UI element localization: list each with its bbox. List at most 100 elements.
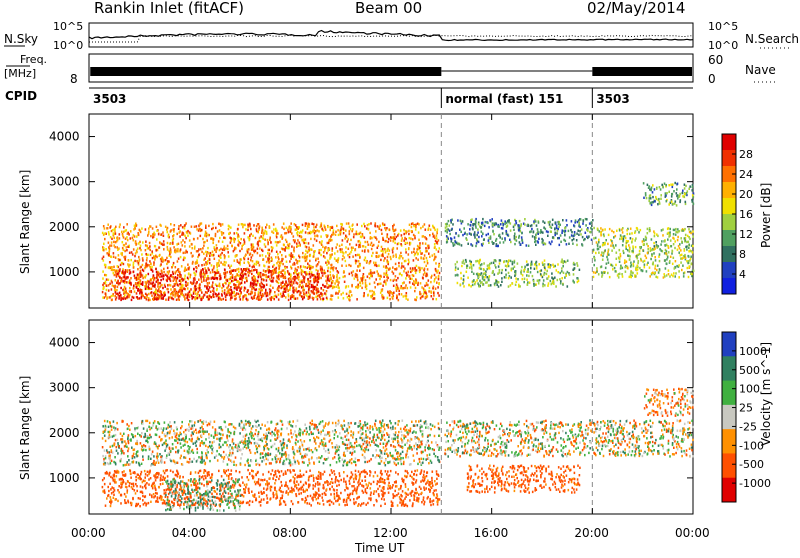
heatmap-cell (516, 281, 518, 283)
heatmap-cell (672, 203, 674, 205)
heatmap-cell (212, 281, 214, 283)
heatmap-cell (252, 254, 254, 256)
heatmap-cell (651, 201, 653, 203)
heatmap-cell (524, 218, 526, 220)
heatmap-cell (180, 256, 182, 258)
heatmap-cell (230, 286, 232, 288)
heatmap-cell (347, 254, 349, 256)
heatmap-cell (161, 284, 163, 286)
heatmap-cell (194, 277, 196, 279)
heatmap-cell (429, 225, 431, 227)
heatmap-cell (162, 260, 164, 262)
heatmap-cell (177, 274, 179, 276)
heatmap-cell (374, 236, 376, 238)
heatmap-cell (182, 290, 184, 292)
heatmap-cell (522, 278, 524, 280)
heatmap-cell (643, 182, 645, 184)
heatmap-cell (391, 292, 393, 294)
heatmap-cell (488, 226, 490, 228)
heatmap-cell (382, 250, 384, 252)
heatmap-cell (409, 237, 411, 239)
heatmap-cell (272, 266, 274, 268)
heatmap-cell (273, 277, 275, 279)
heatmap-cell (183, 259, 185, 261)
heatmap-cell (616, 252, 618, 254)
heatmap-cell (411, 438, 413, 440)
heatmap-cell (228, 282, 230, 284)
heatmap-cell (392, 440, 394, 442)
heatmap-cell (229, 266, 231, 268)
heatmap-cell (318, 290, 320, 292)
heatmap-cell (471, 266, 473, 268)
heatmap-cell (141, 283, 143, 285)
heatmap-cell (312, 274, 314, 276)
heatmap-cell (460, 277, 462, 279)
heatmap-cell (219, 285, 221, 287)
heatmap-cell (183, 287, 185, 289)
heatmap-cell (271, 258, 273, 260)
heatmap-cell (512, 261, 514, 263)
heatmap-cell (597, 245, 599, 247)
heatmap-cell (157, 293, 159, 295)
heatmap-cell (560, 282, 562, 284)
heatmap-cell (108, 246, 110, 248)
heatmap-cell (349, 273, 351, 275)
heatmap-cell (304, 266, 306, 268)
heatmap-cell (321, 272, 323, 274)
heatmap-cell (172, 443, 174, 445)
heatmap-cell (542, 283, 544, 285)
heatmap-cell (556, 232, 558, 234)
heatmap-cell (677, 228, 679, 230)
heatmap-cell (161, 233, 163, 235)
heatmap-cell (589, 222, 591, 224)
heatmap-cell (606, 256, 608, 258)
heatmap-cell (200, 235, 202, 237)
heatmap-cell (136, 260, 138, 262)
heatmap-cell (188, 299, 190, 301)
heatmap-cell (177, 284, 179, 286)
heatmap-cell (470, 263, 472, 265)
heatmap-cell (186, 269, 188, 271)
heatmap-cell (334, 252, 336, 254)
heatmap-cell (240, 238, 242, 240)
heatmap-cell (389, 229, 391, 231)
heatmap-cell (598, 241, 600, 243)
heatmap-cell (206, 239, 208, 241)
heatmap-cell (396, 279, 398, 281)
heatmap-cell (675, 272, 677, 274)
heatmap-cell (137, 433, 139, 435)
heatmap-cell (480, 226, 482, 228)
heatmap-cell (477, 282, 479, 284)
heatmap-cell (314, 250, 316, 252)
heatmap-cell (133, 264, 135, 266)
heatmap-cell (167, 277, 169, 279)
heatmap-cell (204, 257, 206, 259)
heatmap-cell (162, 231, 164, 233)
heatmap-cell (427, 260, 429, 262)
heatmap-cell (573, 262, 575, 264)
heatmap-cell (206, 270, 208, 272)
heatmap-cell (550, 280, 552, 282)
heatmap-cell (545, 228, 547, 230)
heatmap-cell (415, 281, 417, 283)
heatmap-cell (249, 449, 251, 451)
heatmap-cell (551, 272, 553, 274)
heatmap-cell (248, 248, 250, 250)
heatmap-cell (431, 292, 433, 294)
heatmap-cell (656, 233, 658, 235)
heatmap-cell (427, 245, 429, 247)
heatmap-cell (241, 282, 243, 284)
heatmap-cell (394, 229, 396, 231)
heatmap-cell (189, 245, 191, 247)
heatmap-cell (406, 429, 408, 431)
heatmap-cell (191, 295, 193, 297)
heatmap-cell (252, 260, 254, 262)
heatmap-cell (267, 239, 269, 241)
heatmap-cell (187, 284, 189, 286)
heatmap-cell (221, 299, 223, 301)
heatmap-cell (607, 258, 609, 260)
heatmap-cell (279, 241, 281, 243)
heatmap-cell (278, 272, 280, 274)
heatmap-cell (439, 247, 441, 249)
heatmap-cell (104, 274, 106, 276)
